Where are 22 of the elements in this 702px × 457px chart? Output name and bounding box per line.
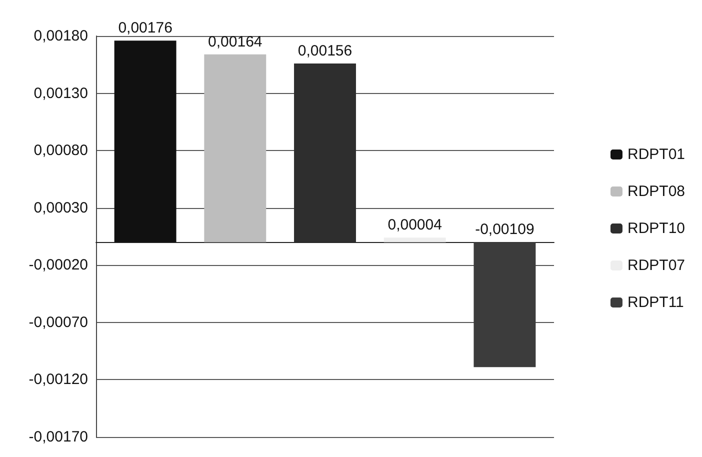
y-tick-label: 0,00080	[34, 142, 88, 160]
legend-label: RDPT08	[627, 183, 686, 200]
legend-label: RDPT11	[627, 294, 684, 311]
data-label: 0,00156	[298, 42, 352, 60]
y-tick-label: -0,00070	[28, 314, 88, 331]
y-tick-label: -0,00170	[28, 428, 88, 446]
legend-label: RDPT10	[627, 220, 686, 237]
data-label: -0,00109	[475, 221, 534, 238]
y-tick-label: -0,00120	[28, 371, 88, 388]
data-label: 0,00176	[118, 20, 172, 37]
y-tick-label: -0,00020	[28, 256, 88, 274]
data-label: 0,00164	[208, 33, 262, 50]
bar	[114, 40, 176, 242]
data-label: 0,00004	[388, 216, 442, 234]
y-tick-label: 0,00030	[34, 199, 88, 216]
bar	[204, 54, 266, 242]
legend-label: RDPT07	[627, 257, 686, 274]
bar	[384, 238, 446, 242]
bar	[474, 242, 536, 368]
y-tick-label: 0,00130	[34, 84, 88, 102]
y-tick-label: 0,00180	[34, 28, 88, 44]
legend-label: RDPT01	[627, 146, 686, 163]
